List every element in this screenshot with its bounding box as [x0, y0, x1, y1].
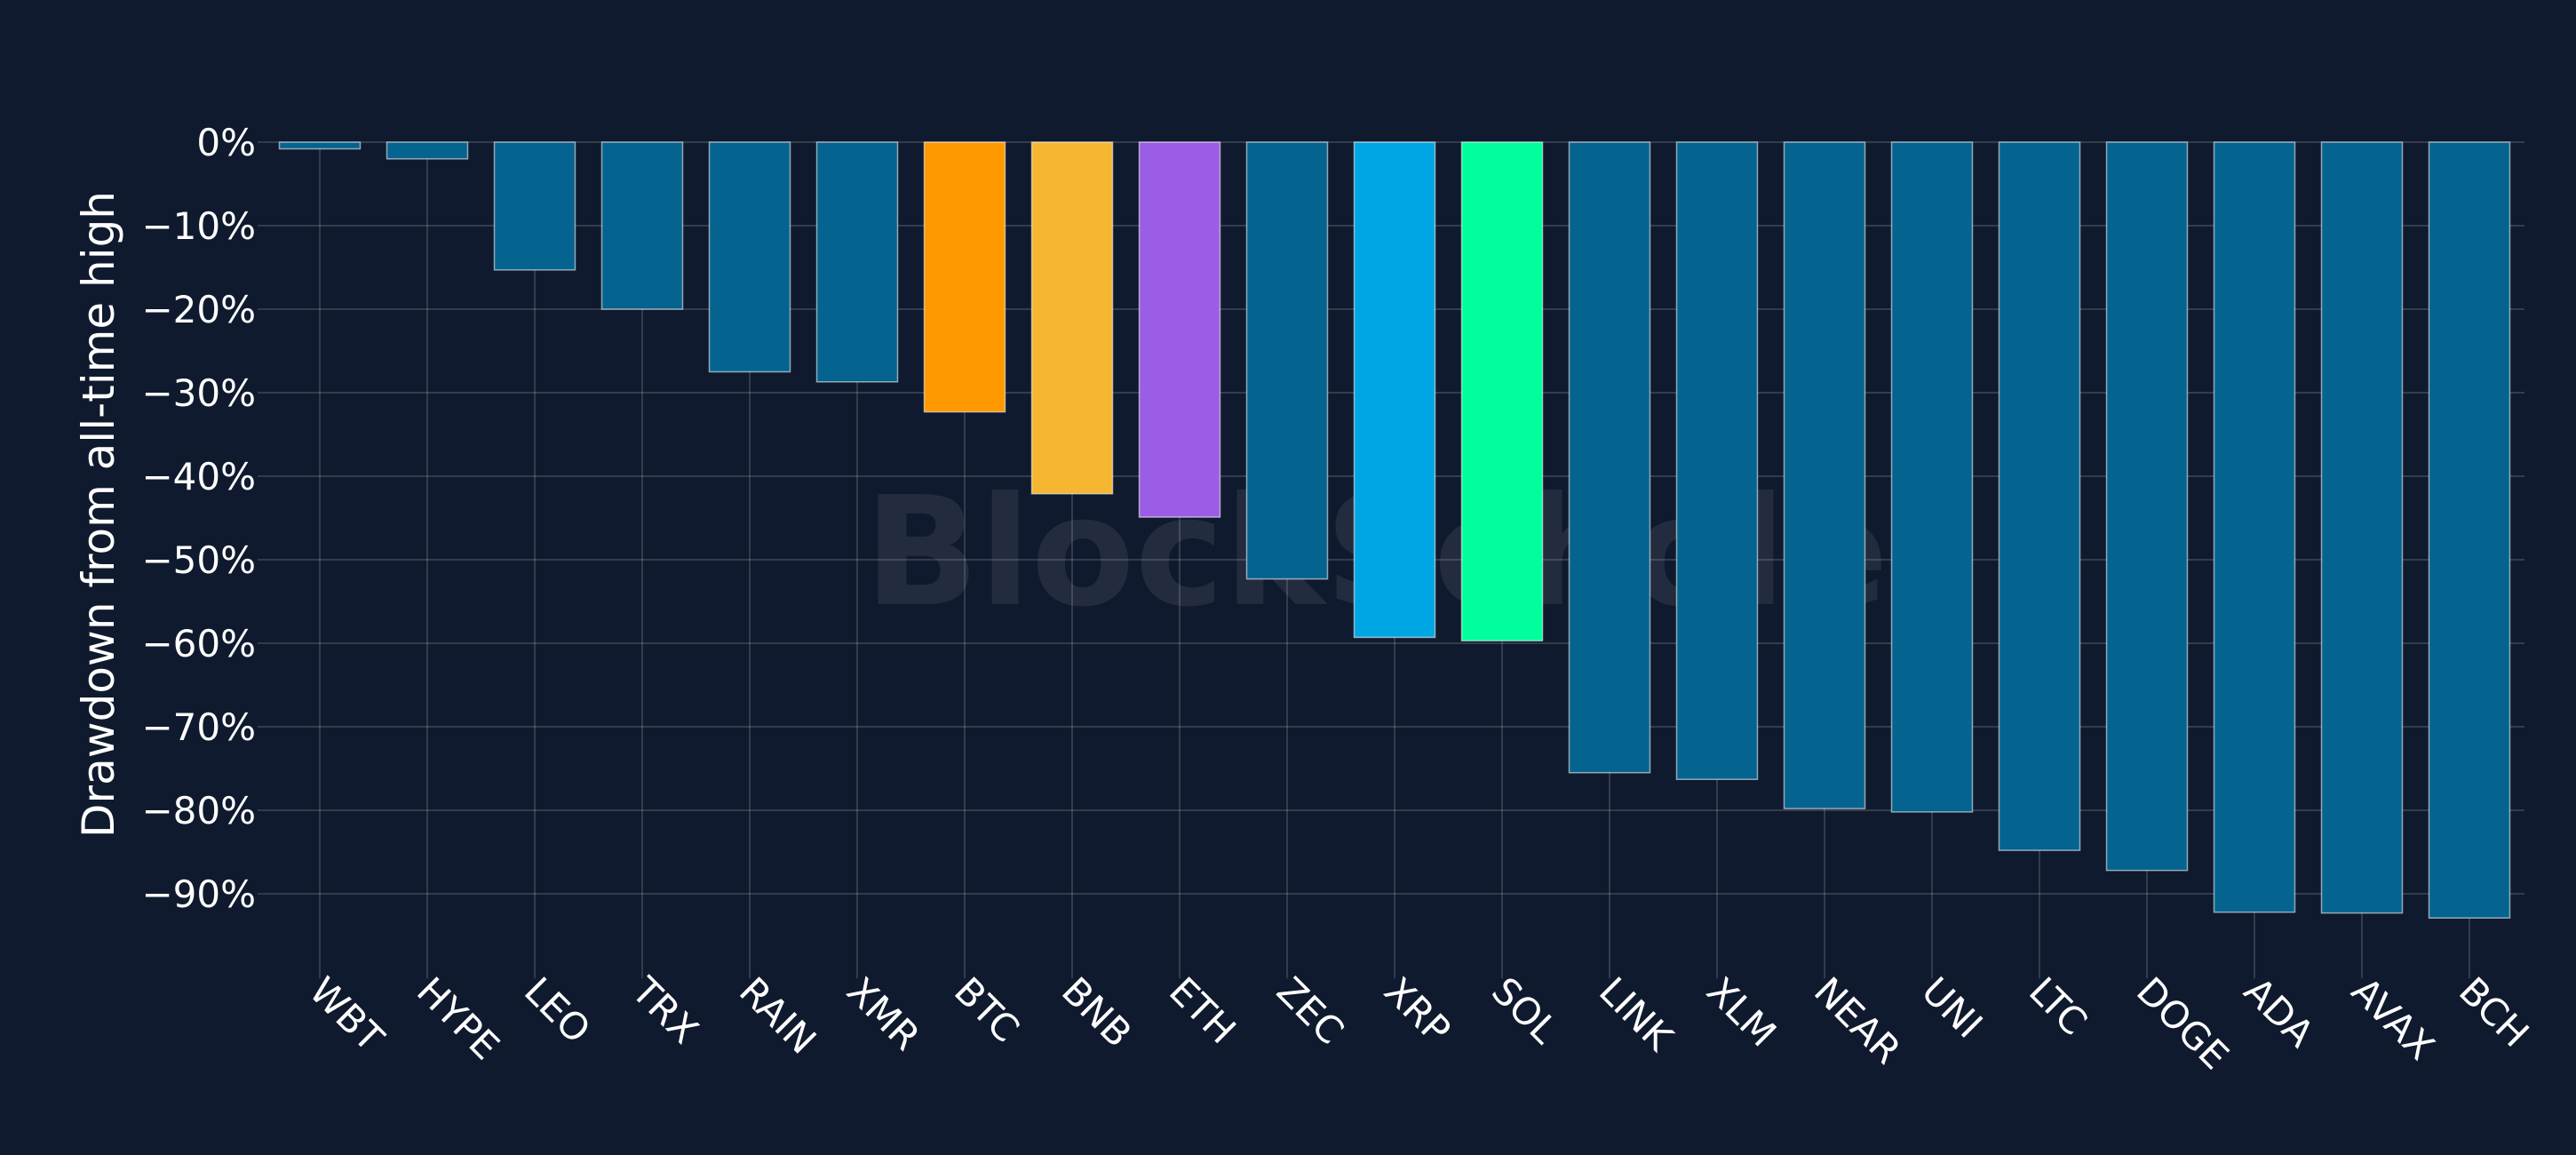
bar-bch [2428, 141, 2511, 920]
y-axis-ticks: 0% −10% −20% −30% −40% −50% −60% −70% −80% −90% [141, 121, 256, 916]
x-tick-label: ETH [1161, 968, 1244, 1052]
x-tick-label: SOL [1483, 968, 1567, 1052]
bar-ada [2213, 141, 2296, 913]
bar-leo [493, 141, 576, 271]
y-tick-label: −90% [141, 872, 256, 916]
x-tick-label: XMR [839, 968, 928, 1058]
bar-avax [2320, 141, 2404, 914]
bar-trx [600, 141, 684, 310]
x-tick-label: DOGE [2128, 968, 2238, 1078]
bar-uni [1890, 141, 1974, 813]
bar-xrp [1353, 141, 1436, 639]
bar-bnb [1030, 141, 1114, 495]
bar-zec [1245, 141, 1329, 580]
x-tick-label: UNI [1913, 968, 1991, 1046]
x-tick-label: ZEC [1268, 968, 1352, 1052]
y-tick-label: −30% [141, 371, 256, 415]
x-tick-label: TRX [623, 968, 706, 1052]
y-tick-label: −10% [141, 204, 256, 248]
bars [278, 141, 2511, 920]
y-axis-title: Drawdown from all-time high [73, 191, 124, 838]
x-tick-label: HYPE [409, 968, 508, 1068]
x-tick-label: BTC [946, 968, 1028, 1050]
x-tick-label: BCH [2451, 968, 2538, 1055]
x-tick-label: NEAR [1806, 968, 1910, 1072]
bar-xmr [815, 141, 899, 383]
y-tick-label: 0% [196, 121, 256, 164]
x-tick-label: XRP [1376, 968, 1459, 1052]
bar-doge [2105, 141, 2189, 872]
bar-eth [1138, 141, 1221, 518]
bar-hype [386, 141, 469, 160]
bar-link [1568, 141, 1651, 774]
x-tick-label: LEO [516, 968, 599, 1051]
x-tick-label: LTC [2021, 968, 2095, 1043]
bar-ltc [1998, 141, 2081, 851]
y-tick-label: −60% [141, 622, 256, 665]
x-tick-label: WBT [301, 968, 393, 1060]
bar-btc [923, 141, 1006, 413]
x-axis-ticks: WBT HYPE LEO TRX RAIN XMR BTC BNB ETH ZEC XRP SOL LI… [301, 968, 2538, 1078]
y-tick-label: −70% [141, 705, 256, 749]
bar-sol [1460, 141, 1544, 641]
bar-rain [708, 141, 791, 373]
y-tick-label: −20% [141, 288, 256, 331]
x-tick-label: LINK [1591, 968, 1682, 1060]
bar-wbt [278, 141, 362, 150]
x-tick-label: ADA [2236, 968, 2323, 1055]
x-tick-label: RAIN [731, 968, 824, 1062]
bar-xlm [1675, 141, 1759, 780]
x-tick-label: AVAX [2343, 968, 2443, 1068]
y-tick-label: −40% [141, 455, 256, 498]
y-tick-label: −50% [141, 538, 256, 582]
x-tick-label: XLM [1698, 968, 1785, 1055]
y-tick-label: −80% [141, 789, 256, 832]
x-tick-label: BNB [1053, 968, 1141, 1055]
bar-near [1783, 141, 1866, 809]
